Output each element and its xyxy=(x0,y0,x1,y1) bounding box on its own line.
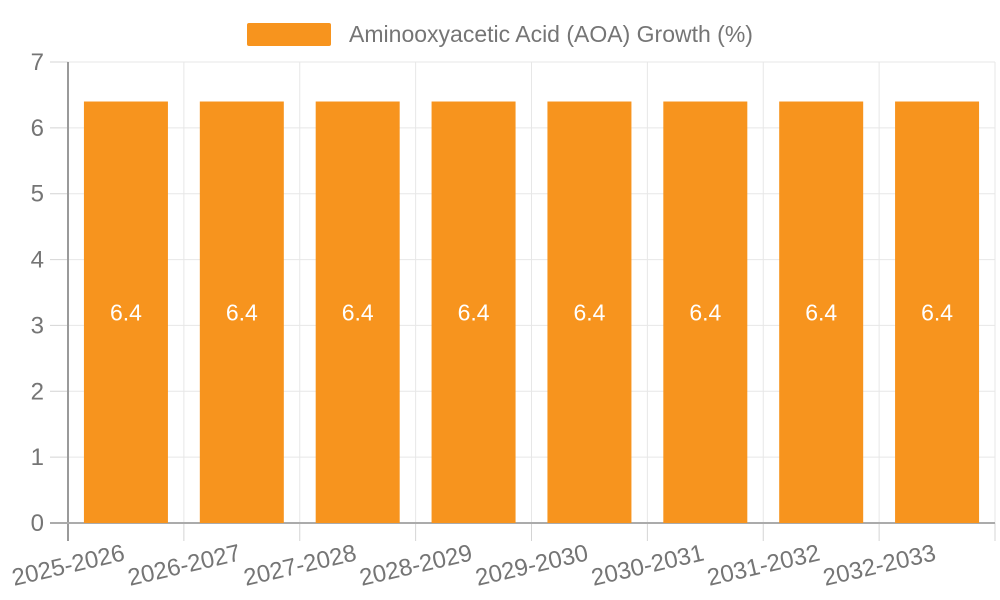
y-axis-tick-label: 4 xyxy=(31,247,44,274)
y-axis-tick-label: 0 xyxy=(31,510,44,537)
bar-value-label: 6.4 xyxy=(573,299,605,325)
y-axis-tick-label: 6 xyxy=(31,115,44,142)
bar-2032-2033[interactable] xyxy=(895,101,980,523)
bar-value-label: 6.4 xyxy=(110,299,142,325)
x-axis-category-label: 2032-2033 xyxy=(820,540,938,592)
legend-swatch xyxy=(247,22,332,46)
x-axis-category-label: 2027-2028 xyxy=(241,540,359,592)
bar-2026-2027[interactable] xyxy=(199,101,284,523)
bar-2027-2028[interactable] xyxy=(315,101,400,523)
bar-value-label: 6.4 xyxy=(689,299,721,325)
bar-2029-2030[interactable] xyxy=(547,101,632,523)
x-axis-category-label: 2025-2026 xyxy=(9,540,127,592)
bar-value-label: 6.4 xyxy=(921,299,953,325)
y-axis-tick-label: 7 xyxy=(31,49,44,76)
bar-value-label: 6.4 xyxy=(226,299,258,325)
x-axis-category-label: 2029-2030 xyxy=(473,540,591,592)
y-axis-tick-label: 1 xyxy=(31,444,44,471)
legend-item[interactable]: Aminooxyacetic Acid (AOA) Growth (%) xyxy=(0,21,1000,47)
bar-2025-2026[interactable] xyxy=(83,101,168,523)
bar-value-label: 6.4 xyxy=(458,299,490,325)
x-axis-category-label: 2028-2029 xyxy=(357,540,475,592)
y-axis-tick-label: 5 xyxy=(31,181,44,208)
bar-2030-2031[interactable] xyxy=(663,101,748,523)
x-axis-category-label: 2031-2032 xyxy=(705,540,823,592)
y-axis-tick-label: 2 xyxy=(31,378,44,405)
legend-label: Aminooxyacetic Acid (AOA) Growth (%) xyxy=(349,20,753,47)
bar-value-label: 6.4 xyxy=(805,299,837,325)
x-axis-category-label: 2030-2031 xyxy=(589,540,707,592)
x-axis-category-label: 2026-2027 xyxy=(125,540,243,592)
bar-2031-2032[interactable] xyxy=(779,101,864,523)
bar-2028-2029[interactable] xyxy=(431,101,516,523)
bar-value-label: 6.4 xyxy=(342,299,374,325)
y-axis-tick-label: 3 xyxy=(31,312,44,339)
